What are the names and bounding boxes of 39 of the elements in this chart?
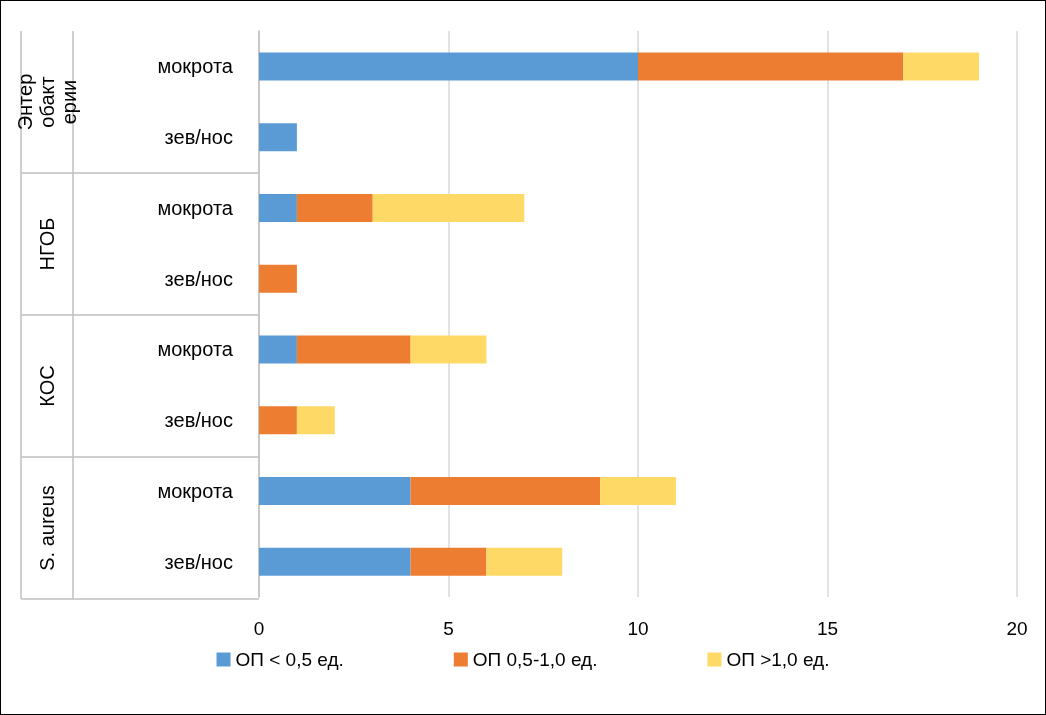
bar — [410, 335, 487, 364]
bar — [259, 335, 297, 364]
y-tick-label: зев/нос — [164, 409, 233, 432]
y-tick-label: мокрота — [157, 479, 234, 502]
bar — [296, 406, 335, 435]
y-tick-label: мокрота — [157, 55, 234, 78]
bar — [638, 52, 904, 81]
y-tick-label: зев/нос — [164, 550, 233, 573]
text: S. aureus — [36, 485, 58, 571]
x-tick-label: 5 — [443, 618, 454, 639]
x-tick-label: 15 — [816, 618, 839, 639]
x-tick-label: 0 — [253, 618, 265, 639]
x-tick-label: 20 — [1006, 618, 1028, 639]
bar — [259, 476, 411, 505]
legend-label: ОП < 0,5 ед. — [235, 649, 344, 670]
bar — [259, 406, 297, 435]
legend-label: ОП >1,0 ед. — [726, 649, 830, 670]
bar — [600, 476, 676, 505]
legend-label: ОП 0,5-1,0 ед. — [472, 649, 598, 670]
bar — [296, 335, 411, 364]
text: Энтеробактерии — [14, 73, 80, 131]
bar — [259, 264, 297, 293]
bar — [259, 123, 297, 152]
bar — [410, 476, 601, 505]
y-tick-label: зев/нос — [164, 126, 233, 149]
y-tick-label: зев/нос — [164, 267, 233, 290]
bar — [410, 547, 487, 576]
y-tick-label: мокрота — [157, 196, 234, 219]
bar — [259, 547, 411, 576]
y-tick-label: мокрота — [157, 338, 234, 361]
bar — [259, 193, 297, 222]
bar — [296, 193, 373, 222]
bar — [903, 52, 980, 81]
x-tick-label: 10 — [627, 618, 649, 639]
bar — [372, 193, 525, 222]
bar — [259, 52, 638, 81]
bar — [486, 547, 563, 576]
text: КОС — [36, 365, 58, 407]
text: НГОБ — [36, 217, 58, 271]
